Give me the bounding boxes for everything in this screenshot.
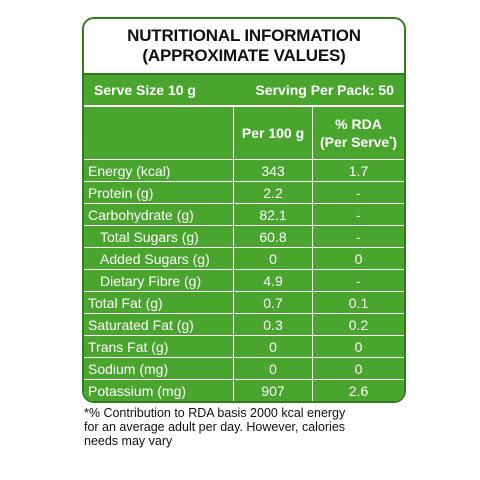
rda-value: 0.1 (312, 291, 404, 314)
per-100g-value: 0 (233, 357, 313, 380)
table-row: Sodium (mg) 0 0 (84, 357, 404, 380)
per-100g-value: 907 (233, 379, 313, 401)
title-line-2: (APPROXIMATE VALUES) (142, 46, 346, 65)
table-row: Energy (kcal) 343 1.7 (84, 159, 404, 182)
rda-value: 0 (312, 247, 404, 270)
footnote-line-1: *% Contribution to RDA basis 2000 kcal e… (84, 406, 346, 420)
table-row: Total Sugars (g) 60.8- (84, 225, 404, 248)
header-per-100g: Per 100 g (233, 107, 313, 160)
header-nutrient (84, 107, 234, 160)
per-100g-value: 2.2 (233, 181, 313, 204)
nutrient-name: Total Fat (g) (84, 291, 234, 314)
title-line-1: NUTRITIONAL INFORMATION (127, 26, 361, 45)
nutrition-panel: NUTRITIONAL INFORMATION (APPROXIMATE VAL… (82, 17, 406, 403)
servings-per-pack: Serving Per Pack: 50 (255, 82, 394, 98)
nutrient-name: Energy (kcal) (84, 159, 234, 182)
table-row: Carbohydrate (g) 82.1- (84, 203, 404, 226)
per-100g-value: 343 (233, 159, 313, 182)
per-100g-value: 60.8 (233, 225, 313, 248)
table-header-row: Per 100 g % RDA (Per Serve*) (84, 107, 404, 160)
per-100g-value: 0.3 (233, 313, 313, 336)
nutrition-table: Per 100 g % RDA (Per Serve*) Energy (kca… (84, 107, 404, 401)
nutrient-name: Protein (g) (84, 181, 234, 204)
nutrient-name: Dietary Fibre (g) (84, 269, 234, 292)
rda-value: - (312, 269, 404, 292)
table-row: Total Fat (g) 0.7 0.1 (84, 291, 404, 314)
per-100g-value: 4.9 (233, 269, 313, 292)
per-100g-value: 0 (233, 335, 313, 358)
per-100g-value: 82.1 (233, 203, 313, 226)
nutrient-name: Saturated Fat (g) (84, 313, 234, 336)
table-row: Potassium (mg) 907 2.6 (84, 379, 404, 401)
header-rda-line1: % RDA (335, 116, 382, 132)
serve-row: Serve Size 10 g Serving Per Pack: 50 (84, 75, 404, 107)
rda-value: 2.6 (312, 379, 404, 401)
rda-value: 0.2 (312, 313, 404, 336)
table-row: Dietary Fibre (g) 4.9- (84, 269, 404, 292)
table-row: Protein (g) 2.2- (84, 181, 404, 204)
rda-value: 1.7 (312, 159, 404, 182)
nutrient-name: Trans Fat (g) (84, 335, 234, 358)
per-100g-value: 0 (233, 247, 313, 270)
table-row: Added Sugars (g) 0 0 (84, 247, 404, 270)
footnote-line-2: for an average adult per day. However, c… (84, 420, 346, 434)
header-rda: % RDA (Per Serve*) (313, 107, 405, 160)
rda-value: - (312, 203, 404, 226)
header-rda-line2: (Per Serve*) (319, 134, 398, 150)
footnote: *% Contribution to RDA basis 2000 kcal e… (84, 406, 414, 448)
title-box: NUTRITIONAL INFORMATION (APPROXIMATE VAL… (84, 19, 404, 75)
per-100g-value: 0.7 (233, 291, 313, 314)
table-row: Saturated Fat (g) 0.3 0.2 (84, 313, 404, 336)
rda-value: - (312, 181, 404, 204)
nutrient-name: Total Sugars (g) (84, 225, 234, 248)
rda-value: - (312, 225, 404, 248)
rda-value: 0 (312, 335, 404, 358)
rda-asterisk: * (389, 135, 393, 144)
nutrient-name: Potassium (mg) (84, 379, 234, 401)
table-row: Trans Fat (g) 0 0 (84, 335, 404, 358)
nutrient-name: Sodium (mg) (84, 357, 234, 380)
serve-size: Serve Size 10 g (94, 82, 196, 98)
rda-value: 0 (312, 357, 404, 380)
nutrient-name: Carbohydrate (g) (84, 203, 234, 226)
nutrient-name: Added Sugars (g) (84, 247, 234, 270)
footnote-line-3: needs may vary (84, 434, 173, 448)
